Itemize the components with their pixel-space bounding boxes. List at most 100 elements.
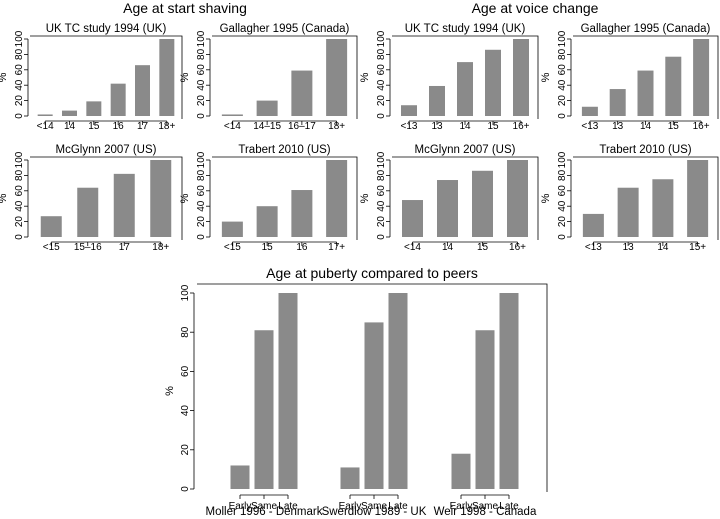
y-tick-label: 80 [180,326,191,338]
x-tick-label: 15–16 [74,242,102,253]
x-tick-label: Early [450,501,473,512]
y-tick-label: 0 [557,234,568,240]
bar-14 [62,110,77,116]
y-tick-label: 60 [557,64,568,76]
y-tick-label: 20 [557,216,568,228]
x-tick-label: 17 [137,121,149,132]
plot-frame [392,156,539,240]
bar-17+ [326,160,348,237]
bar-<13 [581,106,598,116]
x-tick-label: Early [229,501,252,512]
x-tick-label: 16+ [509,242,526,253]
bar-15 [665,56,682,116]
x-tick-label: 15 [262,242,274,253]
bar-late [388,293,408,489]
panel-title: UK TC study 1994 (UK) [46,23,167,35]
bar-15–16 [77,187,99,237]
x-tick-label: 18+ [152,242,169,253]
y-axis-label: % [0,72,9,82]
y-tick-label: 0 [376,113,387,119]
plot-frame [392,35,539,119]
y-axis-label: % [359,193,371,203]
y-tick-label: 20 [196,216,207,228]
bar-same [364,322,384,489]
plot-frame [197,283,548,492]
section-title-shaving: Age at start shaving [123,0,247,16]
x-tick-label: 16–17 [288,121,316,132]
bar-16+ [507,160,528,237]
bar-late [278,293,298,489]
section-title-puberty: Age at puberty compared to peers [266,265,478,281]
y-tick-label: 40 [196,79,207,91]
bar-late [499,293,519,489]
x-tick-label: Late [388,501,408,512]
x-tick-label: 15 [88,121,100,132]
bar-<13 [582,213,604,237]
bar-17 [135,65,150,116]
bar-<15 [40,216,62,237]
y-tick-label: 40 [14,79,25,91]
y-tick-label: 80 [14,169,25,181]
bar-15 [472,170,493,237]
bar-early [451,453,471,489]
y-tick-label: 40 [196,200,207,212]
y-tick-label: 60 [14,64,25,76]
y-tick-label: 100 [557,151,568,168]
x-tick-label: Same [361,501,388,512]
y-tick-label: 20 [14,216,25,228]
panel-title: Trabert 2010 (US) [238,144,330,156]
bar-18+ [326,39,348,116]
y-axis-label: % [0,193,9,203]
x-tick-label: Same [251,501,278,512]
x-tick-label: 14–15 [253,121,281,132]
y-tick-label: 100 [557,30,568,47]
bar-14 [652,179,674,237]
panel-title: McGlynn 2007 (US) [415,144,516,156]
bar-15 [485,49,501,116]
y-tick-label: 40 [557,79,568,91]
y-tick-label: 20 [376,216,387,228]
x-tick-label: 18+ [158,121,175,132]
x-tick-label: 14 [657,242,669,253]
panel-title: Gallagher 1995 (Canada) [581,23,711,35]
y-tick-label: 100 [14,30,25,47]
y-tick-label: 100 [376,30,387,47]
plot-frame [212,35,358,119]
y-axis-label: % [179,72,191,82]
y-tick-label: 100 [376,151,387,168]
bar-15 [86,101,102,116]
x-tick-label: <14 [37,121,54,132]
x-tick-label: <14 [404,242,421,253]
x-tick-label: 15 [668,121,680,132]
y-tick-label: 80 [196,48,207,60]
y-axis-label: % [359,72,371,82]
x-tick-label: 16+ [513,121,530,132]
bar-14 [457,62,473,116]
panel-title: Trabert 2010 (US) [599,144,691,156]
bar-early [340,467,360,489]
x-tick-label: 14 [459,121,471,132]
y-tick-label: 60 [196,64,207,76]
x-tick-label: Same [472,501,499,512]
bar-15 [256,206,278,237]
y-axis-label: % [179,193,191,203]
y-tick-label: 40 [376,200,387,212]
y-axis-label: % [540,193,552,203]
section-title-voice: Age at voice change [472,0,599,16]
y-axis-label: % [540,72,552,82]
y-tick-label: 80 [557,169,568,181]
x-tick-label: 15 [487,121,499,132]
y-tick-label: 80 [14,48,25,60]
x-tick-label: <15 [224,242,241,253]
x-tick-label: Early [339,501,362,512]
x-tick-label: Late [278,501,298,512]
y-tick-label: 20 [196,95,207,107]
bar-14 [637,70,654,116]
